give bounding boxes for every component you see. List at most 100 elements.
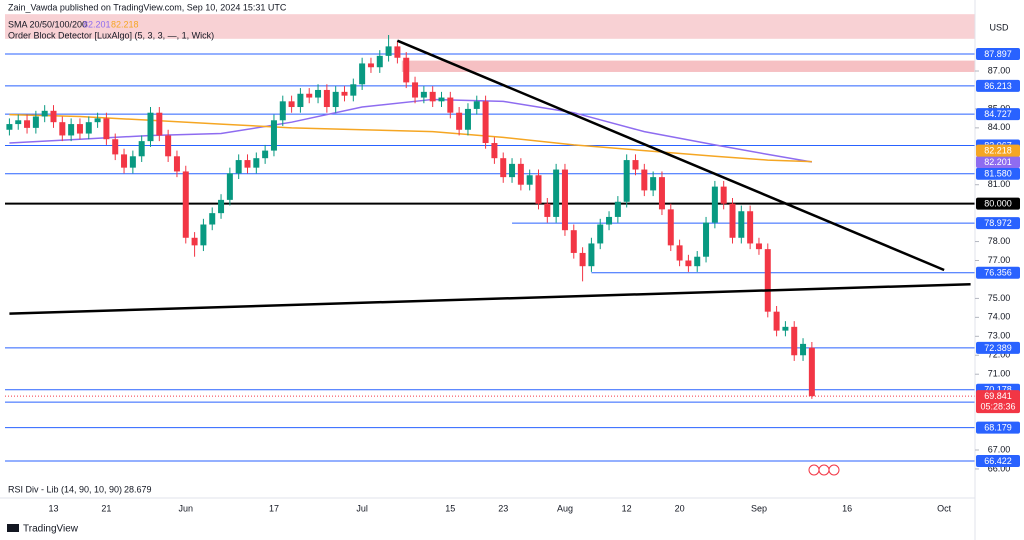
candle-body <box>332 91 339 108</box>
x-tick-label: 15 <box>445 503 455 513</box>
candle-body <box>579 252 586 267</box>
y-tick-label: 87.00 <box>988 65 1011 75</box>
currency: USD <box>989 22 1009 32</box>
sma-label-bg <box>976 144 1020 157</box>
candle-body <box>482 101 489 144</box>
order-block-legend: Order Block Detector [LuxAlgo] (5, 3, 3,… <box>8 30 214 40</box>
candle-body <box>350 84 357 96</box>
candle-body <box>720 186 727 204</box>
candle-body <box>791 326 798 356</box>
candle-body <box>464 108 471 130</box>
x-tick-label: 17 <box>269 503 279 513</box>
candle-body <box>121 154 128 168</box>
candle-body <box>420 91 427 98</box>
candle-body <box>438 97 445 102</box>
x-tick-label: 21 <box>101 503 111 513</box>
x-tick-label: 12 <box>622 503 632 513</box>
candle-body <box>367 63 374 68</box>
candle-body <box>711 186 718 223</box>
level-label: 87.897 <box>984 49 1012 59</box>
candle-body <box>24 120 31 128</box>
sma-label: 82.218 <box>984 146 1012 156</box>
candle-body <box>447 97 454 113</box>
level-label-bg <box>976 217 1020 230</box>
rsi-legend: RSI Div - Lib (14, 90, 10, 90) <box>8 484 122 494</box>
candle-body <box>165 135 172 157</box>
level-label-bg <box>976 108 1020 121</box>
candle-body <box>694 256 701 267</box>
candle-body <box>191 237 198 246</box>
candle-body <box>782 326 789 331</box>
candle-body <box>650 177 657 191</box>
candle-body <box>394 46 401 58</box>
x-tick-label: Aug <box>557 503 573 513</box>
level-label-bg <box>976 79 1020 92</box>
candle-body <box>385 46 392 56</box>
y-tick-label: 66.00 <box>988 463 1011 473</box>
x-tick-label: 16 <box>842 503 852 513</box>
candle-body <box>341 91 348 96</box>
candle-body <box>491 143 498 159</box>
y-tick-label: 75.00 <box>988 293 1011 303</box>
logo <box>7 524 19 532</box>
candle-body <box>808 347 815 397</box>
candle-body <box>535 175 542 204</box>
candle-body <box>297 93 304 108</box>
level-label-bg <box>976 454 1020 467</box>
sma-label-bg <box>976 155 1020 168</box>
candle-body <box>156 112 163 136</box>
candle-body <box>112 139 119 155</box>
candle-body <box>359 63 366 85</box>
rsi-value: 28.679 <box>124 484 152 494</box>
candle-body <box>606 216 613 225</box>
y-tick-label: 77.00 <box>988 255 1011 265</box>
candle-body <box>738 211 745 238</box>
candle-body <box>658 177 665 210</box>
y-tick-label: 73.00 <box>988 331 1011 341</box>
sma-legend: SMA 20/50/100/200 <box>8 19 87 29</box>
candle-body <box>614 201 621 217</box>
candle-body <box>315 89 322 98</box>
y-tick-label: 71.00 <box>988 369 1011 379</box>
candle-body <box>588 243 595 267</box>
candle-body <box>85 122 92 134</box>
candle-body <box>253 158 260 168</box>
x-tick-label: 13 <box>48 503 58 513</box>
candle-body <box>517 163 524 185</box>
candle-body <box>218 199 225 214</box>
level-label: 84.727 <box>984 109 1012 119</box>
candle-body <box>773 311 780 331</box>
candle-body <box>270 120 277 151</box>
candle-body <box>632 160 639 170</box>
level-label-bg <box>976 48 1020 61</box>
y-tick-label: 67.00 <box>988 444 1011 454</box>
plot-layer <box>5 14 975 462</box>
candle-body <box>129 156 136 168</box>
candle-body <box>561 169 568 231</box>
candle-body <box>173 156 180 172</box>
candle-body <box>200 224 207 246</box>
candle-body <box>376 55 383 68</box>
x-tick-label: Sep <box>751 503 767 513</box>
level-label: 76.356 <box>984 268 1012 278</box>
x-tick-label: 23 <box>498 503 508 513</box>
level-label: 78.972 <box>984 218 1012 228</box>
y-tick-label: 81.00 <box>988 179 1011 189</box>
candle-body <box>138 141 145 157</box>
sma-label: 82.201 <box>984 157 1012 167</box>
x-tick-label: Jun <box>179 503 194 513</box>
candle-body <box>279 101 286 121</box>
candle-body <box>103 118 110 140</box>
level-label-bg <box>976 167 1020 180</box>
y-tick-label: 78.00 <box>988 236 1011 246</box>
candle-body <box>41 110 48 117</box>
x-tick-label: 20 <box>675 503 685 513</box>
candle-body <box>306 93 313 98</box>
event-icons <box>808 464 840 476</box>
level-label-bg <box>976 421 1020 434</box>
last-price-label: 69.841 <box>984 391 1012 401</box>
trendline <box>396 39 945 272</box>
candle-body <box>544 203 551 217</box>
